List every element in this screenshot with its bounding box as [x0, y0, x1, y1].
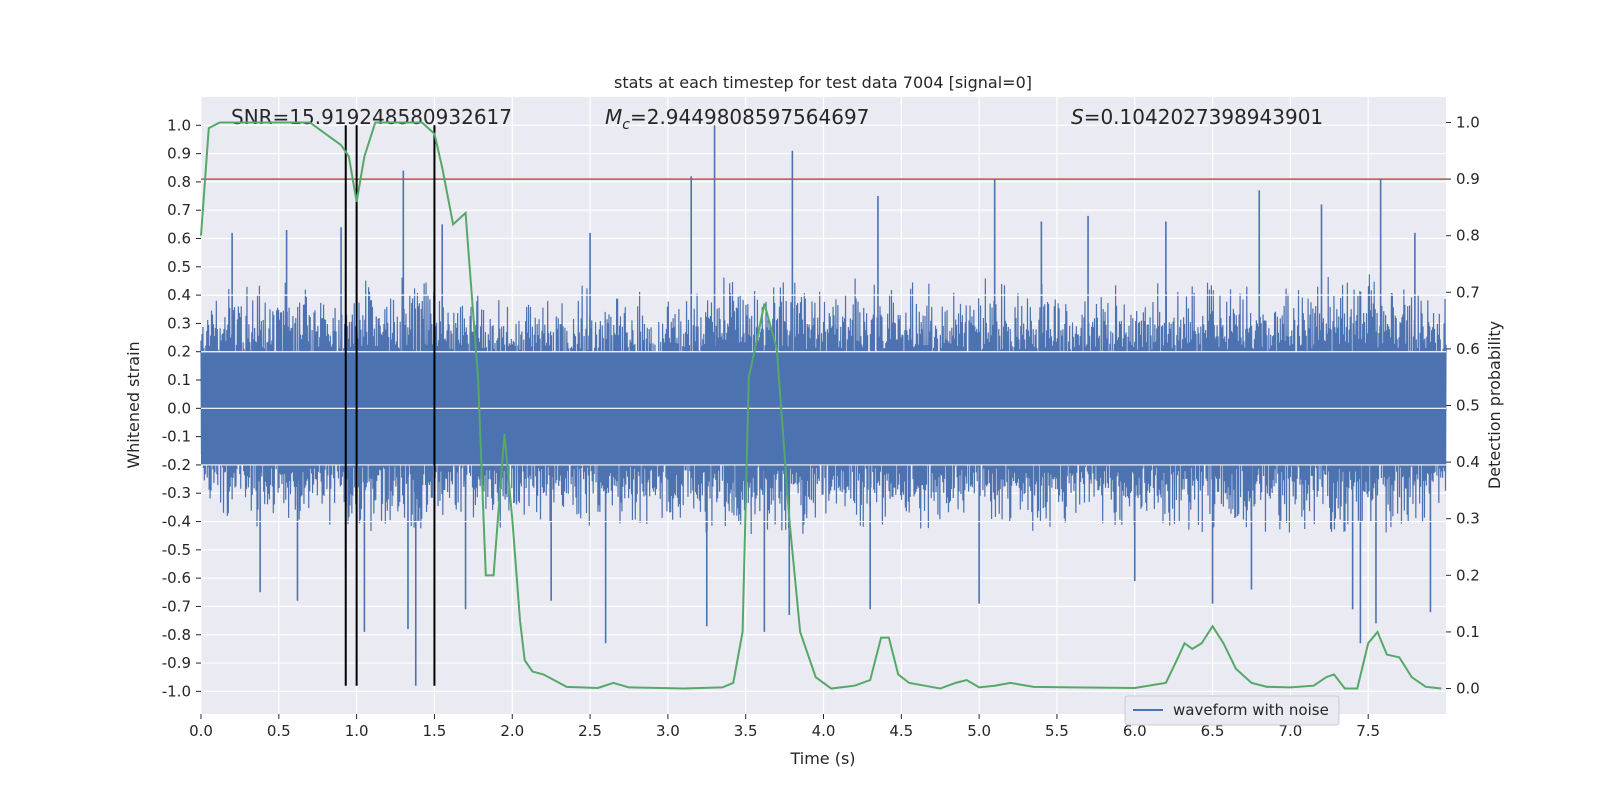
y-left-tick-label: -1.0 [162, 682, 191, 700]
y-left-tick-label: -0.1 [162, 428, 191, 446]
x-tick-label: 1.0 [345, 722, 369, 740]
y-left-axis-label: Whitened strain [124, 341, 143, 468]
y-left-tick-label: 0.9 [167, 145, 191, 163]
legend-label-waveform: waveform with noise [1173, 701, 1329, 719]
y-right-tick-label: 1.0 [1456, 113, 1480, 131]
legend-box [1124, 695, 1340, 726]
y-left-tick-label: 0.8 [167, 173, 191, 191]
s-annotation: S=0.1042027398943901 [1071, 105, 1323, 129]
x-tick-label: 6.5 [1201, 722, 1225, 740]
y-left-tick-label: 0.6 [167, 230, 191, 248]
x-tick-label: 7.5 [1356, 722, 1380, 740]
chirp-mass-value: =2.9449808597564697 [630, 105, 869, 129]
x-tick-label: 1.5 [423, 722, 447, 740]
y-left-tick-label: -0.9 [162, 654, 191, 672]
x-axis-label: Time (s) [789, 749, 855, 768]
x-tick-label: 3.0 [656, 722, 680, 740]
probability-line [200, 121, 1442, 690]
y-left-tick-label: 0.7 [167, 201, 191, 219]
y-right-tick-label: 0.1 [1456, 623, 1480, 641]
y-right-tick-label: 0.3 [1456, 510, 1480, 528]
s-symbol: S [1071, 105, 1084, 129]
chart-title: stats at each timestep for test data 700… [614, 73, 1032, 92]
chirp-mass-subscript: c [622, 117, 630, 133]
y-right-tick-label: 0.9 [1456, 170, 1480, 188]
x-tick-label: 5.5 [1045, 722, 1069, 740]
y-right-tick-label: 0.2 [1456, 566, 1480, 584]
s-value: =0.1042027398943901 [1084, 105, 1323, 129]
x-tick-label: 6.0 [1123, 722, 1147, 740]
y-left-tick-label: -0.3 [162, 484, 191, 502]
y-left-tick-label: 0.5 [167, 258, 191, 276]
y-left-tick-labels: 1.0 0.9 0.8 0.7 0.6 0.5 0.4 0.3 0.2 0.1 0.0 -0.1 -0.… [162, 116, 201, 700]
x-tick-label: 4.0 [812, 722, 836, 740]
y-left-tick-label: -0.2 [162, 456, 191, 474]
chirp-mass-annotation: Mc=2.9449808597564697 [605, 105, 869, 133]
y-right-tick-labels: 0.0 0.1 0.2 0.3 0.4 0.5 0.6 0.7 0.8 0.9 1.0 [1446, 113, 1480, 698]
y-left-tick-label: -0.4 [162, 513, 191, 531]
y-right-tick-label: 0.6 [1456, 340, 1480, 358]
snr-annotation: SNR=15.919248580932617 [231, 105, 512, 129]
y-left-tick-label: 0.3 [167, 314, 191, 332]
y-right-tick-label: 0.8 [1456, 227, 1480, 245]
x-tick-label: 0.5 [267, 722, 291, 740]
x-tick-label: 3.5 [734, 722, 758, 740]
legend: waveform with noise [1124, 695, 1340, 726]
y-left-tick-label: 0.0 [167, 399, 191, 417]
x-tick-labels: 0.0 0.5 1.0 1.5 2.0 2.5 3.0 3.5 4.0 4.5 5.0 5.5 6.0 6… [189, 714, 1380, 740]
y-left-tick-label: 0.2 [167, 343, 191, 361]
y-right-tick-label: 0.4 [1456, 453, 1480, 471]
reference-lines [201, 125, 1446, 686]
y-left-tick-label: -0.7 [162, 597, 191, 615]
y-left-tick-label: -0.5 [162, 541, 191, 559]
chirp-mass-symbol: M [605, 105, 622, 129]
y-left-tick-label: -0.8 [162, 626, 191, 644]
y-right-tick-label: 0.0 [1456, 680, 1480, 698]
y-left-tick-label: 0.4 [167, 286, 191, 304]
y-left-tick-label: -0.6 [162, 569, 191, 587]
x-tick-label: 2.5 [578, 722, 602, 740]
y-left-tick-label: 0.1 [167, 371, 191, 389]
probability-series [200, 121, 1442, 690]
y-left-tick-label: 1.0 [167, 116, 191, 134]
x-tick-label: 4.5 [889, 722, 913, 740]
y-right-tick-label: 0.7 [1456, 283, 1480, 301]
x-tick-label: 5.0 [967, 722, 991, 740]
y-right-tick-label: 0.5 [1456, 397, 1480, 415]
x-tick-label: 2.0 [500, 722, 524, 740]
x-tick-label: 7.0 [1278, 722, 1302, 740]
x-tick-label: 0.0 [189, 722, 213, 740]
y-right-axis-label: Detection probability [1485, 321, 1504, 489]
